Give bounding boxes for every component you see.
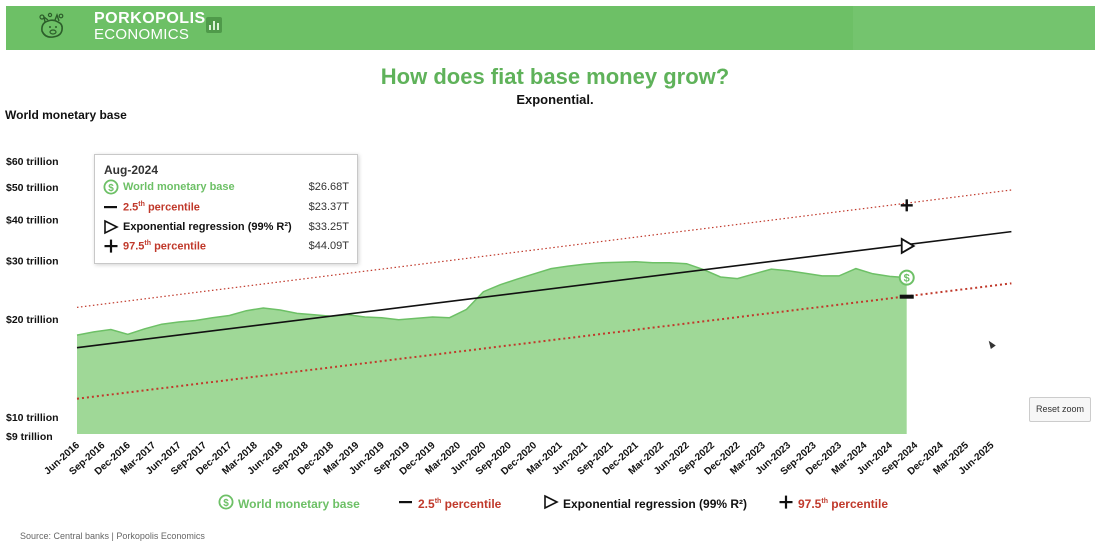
legend-label: 2.5th percentile: [418, 497, 502, 511]
header-bar: PORKOPOLIS ECONOMICS: [6, 6, 1095, 50]
triangle-right-icon: [103, 219, 119, 235]
legend-label: Exponential regression (99% R²): [563, 497, 748, 511]
y-tick-label: $30 trillion: [6, 256, 59, 268]
dollar-circle-icon: $: [218, 494, 234, 512]
y-tick-label: $60 trillion: [6, 156, 59, 168]
triangle-marker: [900, 237, 916, 255]
triangle-right-icon: [543, 494, 559, 512]
tooltip-value: $44.09T: [308, 240, 349, 252]
dollar-circle-marker: $: [898, 269, 915, 286]
y-axis: $9 trillion $10 trillion $20 trillion $30 t…: [6, 156, 59, 443]
tooltip-date: Aug-2024: [104, 163, 159, 177]
plus-icon: [103, 238, 118, 254]
legend-label: World monetary base: [238, 497, 360, 511]
series-markers: $: [898, 199, 916, 299]
y-axis-title: World monetary base: [5, 108, 127, 122]
monetary-base-line: [76, 260, 907, 336]
y-tick-label: $20 trillion: [6, 314, 59, 326]
regression-line: [76, 230, 1012, 349]
series-lines: [76, 189, 1012, 400]
tooltip-row: 2.5th percentile $23.37T: [103, 199, 349, 217]
y-tick-label: $50 trillion: [6, 182, 59, 194]
y-tick-label: $10 trillion: [6, 412, 59, 424]
chart-title: How does fiat base money grow?: [380, 64, 730, 89]
tooltip-series-label: Exponential regression (99% R²): [123, 221, 292, 233]
minus-icon: [398, 494, 414, 512]
tooltip-series-label: World monetary base: [123, 181, 235, 193]
source-note: Source: Central banks | Porkopolis Econo…: [20, 531, 205, 541]
tooltip-row: 97.5th percentile $44.09T: [103, 238, 349, 256]
tooltip-row: Exponential regression (99% R²) $33.25T: [103, 219, 349, 237]
upper-percentile-line: [76, 189, 1012, 308]
monetary-base-area: [77, 261, 907, 434]
y-tick-label: $40 trillion: [6, 214, 59, 226]
plus-icon: [778, 494, 794, 512]
x-axis: Jun-2016Sep-2016Dec-2016Mar-2017Jun-2017…: [42, 440, 996, 478]
minus-icon: [103, 199, 117, 215]
lower-percentile-line: [76, 282, 1012, 400]
tooltip-value: $26.68T: [308, 181, 349, 193]
minus-marker: [899, 294, 914, 299]
tooltip-row: $ World monetary base $26.68T: [103, 179, 349, 197]
tooltip-value: $23.37T: [308, 201, 349, 213]
tooltip-series-label: 97.5th percentile: [123, 240, 207, 253]
pig-logo-icon[interactable]: [36, 11, 68, 43]
legend-label: 97.5th percentile: [798, 497, 888, 511]
plot-area: [76, 260, 907, 434]
reset-zoom-button[interactable]: Reset zoom: [1029, 397, 1091, 422]
header-shade: [853, 6, 1095, 50]
bar-chart-icon[interactable]: [206, 17, 222, 33]
brand-subname[interactable]: ECONOMICS: [94, 26, 190, 43]
chart-subtitle: Exponential.: [516, 92, 594, 107]
svg-text:$: $: [108, 183, 114, 194]
y-tick-label: $9 trillion: [6, 431, 53, 443]
svg-text:$: $: [223, 498, 229, 509]
data-tooltip: Aug-2024 $ World monetary base $26.68T 2.5t…: [94, 154, 358, 264]
svg-text:$: $: [904, 273, 910, 285]
brand-name[interactable]: PORKOPOLIS: [94, 10, 206, 27]
plus-marker: [900, 199, 913, 212]
tooltip-value: $33.25T: [308, 221, 349, 233]
dollar-circle-icon: $: [103, 179, 119, 195]
tooltip-series-label: 2.5th percentile: [123, 201, 200, 214]
